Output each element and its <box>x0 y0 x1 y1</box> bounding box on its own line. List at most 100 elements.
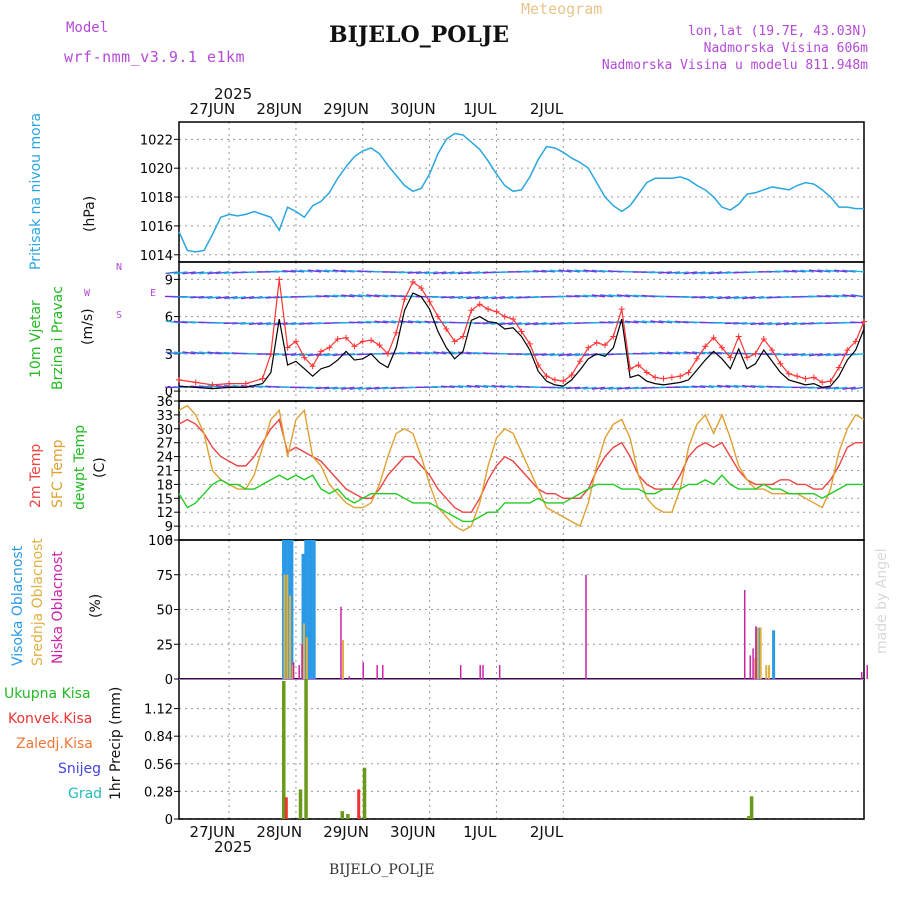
wind-arrow <box>324 294 338 298</box>
wind-arrow <box>816 295 831 298</box>
page-title: BIJELO_POLJE <box>329 22 510 48</box>
wind-arrow <box>733 384 748 389</box>
gust-marker <box>460 333 467 340</box>
cloud-bar-low <box>749 655 752 679</box>
wind-arrow <box>558 269 572 273</box>
wind-arrow <box>591 269 606 273</box>
cloud-bar-high <box>304 540 308 679</box>
wind-arrow <box>499 296 514 300</box>
gust-marker <box>393 329 400 336</box>
wind-arrow <box>549 269 564 273</box>
wind-arrow <box>365 320 380 324</box>
wind-arrow <box>366 294 380 298</box>
precip-bar-total <box>747 816 751 819</box>
wind-arrow <box>407 271 422 274</box>
wind-arrow <box>457 296 472 299</box>
precip-bar-total <box>346 814 350 819</box>
precip-bar-conv <box>357 789 361 819</box>
wind-arrow <box>692 351 706 355</box>
wind-arrow <box>549 353 564 357</box>
wind-arrow <box>641 352 656 355</box>
cloud-bar-low <box>376 665 378 679</box>
compass-e: E <box>150 288 157 299</box>
wind-arrow <box>232 296 246 300</box>
wind-arrow <box>549 322 564 326</box>
y-tick-label: 0.56 <box>144 758 173 773</box>
y-tick-label: 0.28 <box>144 785 173 800</box>
cloud-bar-mid <box>342 640 345 679</box>
wind-label-1: 10m Vjetar <box>28 300 44 378</box>
cloud-bar-low <box>292 662 295 679</box>
cloud-bar-mid <box>759 627 762 679</box>
wind-arrow <box>750 322 764 326</box>
wind-arrow <box>558 353 572 357</box>
wind-arrow <box>483 384 497 389</box>
wind-arrow <box>583 294 597 298</box>
day-label-bottom: 30JUN <box>390 823 436 841</box>
wind-arrow <box>516 322 530 326</box>
wind-arrow <box>507 296 522 300</box>
wind-arrow <box>174 351 188 355</box>
wind-arrow <box>725 384 739 389</box>
wind-arrow <box>808 269 823 273</box>
wind-arrow <box>842 269 856 273</box>
compass-n: N <box>116 262 123 273</box>
wind-arrow <box>165 351 180 355</box>
panel-frame <box>178 121 865 263</box>
wind-arrow <box>566 386 581 390</box>
wind-arrow <box>716 271 731 275</box>
temp-dew-label: dewpt Temp <box>72 424 88 510</box>
wind-arrow <box>575 353 589 357</box>
wind-arrow <box>299 353 313 357</box>
footer-station: BIJELO_POLJE <box>329 862 435 878</box>
wind-arrow <box>850 294 865 298</box>
model-altitude-label: Nadmorska Visina u modelu 811.948m <box>601 58 868 73</box>
wind-arrow <box>416 320 430 324</box>
cloud-bar-low <box>340 606 342 679</box>
model-label: Model <box>66 20 109 36</box>
precip-legend-hail: Grad <box>68 786 103 802</box>
wind-arrow <box>433 271 447 275</box>
wind-arrow <box>466 384 480 389</box>
wind-arrow <box>341 294 355 298</box>
wind-arrow <box>649 352 664 355</box>
gust-marker <box>852 338 859 345</box>
wind-arrow <box>182 271 196 275</box>
y-tick-label: 36 <box>156 395 173 410</box>
wind-arrow <box>666 351 681 355</box>
gust-marker <box>493 308 500 315</box>
wind-arrow <box>224 296 238 300</box>
wind-arrow <box>633 294 647 298</box>
cloud-high-label: Visoka Oblacnost <box>10 545 26 666</box>
day-label-top: 27JUN <box>189 100 236 118</box>
wind-arrow <box>683 385 697 389</box>
gust-marker <box>718 344 725 351</box>
precip-legend-freezing: Zaledj.Kisa <box>16 736 93 752</box>
wind-arrow <box>499 385 514 389</box>
gust-marker <box>309 363 316 370</box>
wind-arrow <box>833 269 848 273</box>
wind-arrow <box>574 294 589 298</box>
y-tick-label: 27 <box>156 437 173 452</box>
wind-arrow <box>758 322 773 326</box>
wind-arrow <box>808 353 823 357</box>
wind-arrow <box>557 386 572 389</box>
gust-marker <box>176 376 182 383</box>
credit-watermark: made by Angel <box>874 548 890 654</box>
wind-arrow <box>315 295 330 298</box>
y-tick-label: 1014 <box>140 249 173 264</box>
wind-arrow <box>440 385 455 389</box>
y-tick-label: 24 <box>156 451 173 466</box>
altitude-label: Nadmorska Visina 606m <box>703 41 868 56</box>
wind-arrow <box>625 294 639 298</box>
wind-arrow <box>474 296 489 300</box>
gust-marker <box>334 335 341 342</box>
wind-arrow <box>850 386 865 390</box>
gust-marker <box>526 340 533 347</box>
wind-arrow <box>683 271 698 275</box>
gust-marker <box>267 350 274 357</box>
cloud-unit: (%) <box>88 593 104 618</box>
wind-arrow <box>199 351 213 355</box>
day-label-top: 28JUN <box>256 100 303 118</box>
wind-arrow <box>816 386 831 390</box>
